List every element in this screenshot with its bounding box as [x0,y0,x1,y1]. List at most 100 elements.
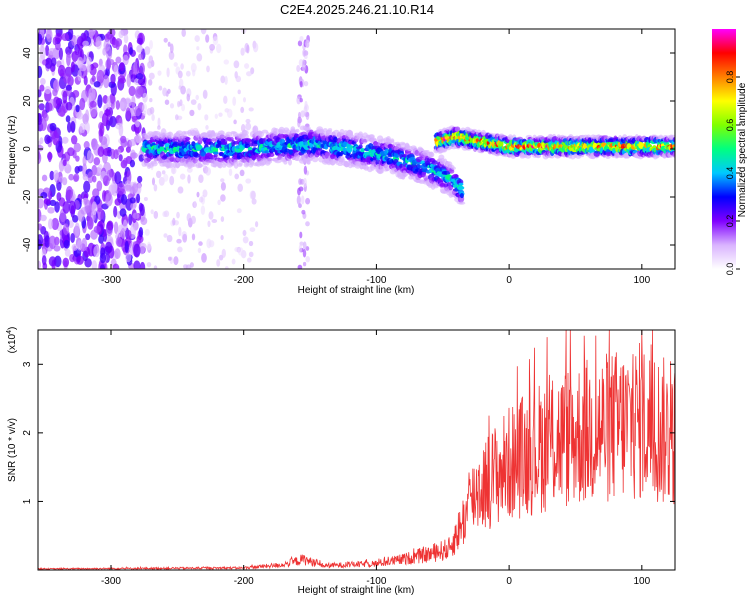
spectrogram-cell [99,264,106,269]
spectrogram-cell [54,201,60,213]
spectrogram-cell [173,62,178,67]
spectrogram-cell [242,97,247,103]
spectrogram-cell [144,46,151,55]
spectrogram-cell [305,42,310,48]
spectrogram-cell [67,29,74,40]
spectrogram-cell [197,247,202,254]
spectrogram-cell [115,237,123,247]
spectrogram-cell [245,122,252,131]
spectrogram-cell [267,157,273,162]
spectrogram-cell [166,234,173,243]
spectrogram-cell [68,200,76,215]
spectrogram-cell [119,208,127,217]
spectrogram-cell [120,227,126,239]
spectrogram-cell [305,256,311,263]
spectrogram-cell [214,113,218,119]
spectrogram-cell [300,195,305,205]
spectrogram-cell [53,169,59,182]
spectrogram-cell [62,90,68,104]
spectrogram-cell [138,226,144,238]
snr-y-ticks: 1 2 3 [22,361,675,504]
spectrogram-cell [301,59,306,68]
spectrogram-cell [38,112,43,126]
spectrogram-cell [299,231,303,239]
spectrogram-cell [497,152,502,156]
spectrogram-cell [141,103,148,113]
spectrogram-cell [153,210,159,219]
spectrogram-cell [147,241,151,251]
spectrogram-cell [71,50,79,62]
spectrogram-cell [135,73,144,80]
spectrogram-cell [70,232,75,244]
spectrogram-cell [38,234,44,247]
spectrogram-cell [40,214,47,222]
spectrogram-cell [93,225,101,234]
spectrogram-cell [498,140,504,148]
spectrogram-cell [136,183,142,195]
spectrogram-cell [44,235,51,248]
spectrogram-cell [297,40,303,47]
spectrogram-cell [81,237,88,252]
spectrogram-cell [304,104,309,112]
spectrogram-cell [209,43,216,51]
spectrogram-cell [125,107,131,120]
spectrogram-cell [249,227,256,232]
spectrogram-cell [130,152,138,159]
spectrogram-cell [120,138,128,148]
spectrogram-cell [65,46,72,55]
snr-panel: -300 -200 -100 0 100 1 2 3 Height of straight … [6,327,676,596]
spectrogram-cell [88,87,96,101]
spectrogram-cell [158,85,163,91]
spectrogram-cell [56,192,62,202]
spectrogram-cell [167,88,171,94]
spectrogram-cell [296,64,301,73]
spectrogram-cell [47,218,54,230]
spectrogram-cell [237,247,244,256]
spectrogram-cell [161,170,166,175]
spectrogram-cell [439,182,446,187]
spectrogram-cell [98,234,105,244]
spectrogram-cell [77,69,82,82]
spectrogram-cell [296,195,301,205]
spectrogram-cell [113,64,119,77]
spectrogram-cell [297,116,302,124]
spectrogram-cell [248,240,254,247]
spectrogram-cell [118,101,125,110]
spectrogram-cell [128,213,133,226]
spectrogram-cell [164,99,170,105]
y-tick-label: 0 [22,146,33,152]
spectrogram-cell [196,46,200,51]
spectrogram-cell [246,44,250,54]
spectrogram-cell [38,223,43,231]
spectrogram-cell [180,85,186,95]
spectrogram-cell [177,186,184,194]
spectrogram-cell [87,171,94,184]
spectrogram-cell [52,96,61,109]
x-tick-label: 0 [506,576,512,587]
spectrogram-cell [237,89,241,95]
spectrogram-cell [73,142,81,153]
spectrogram-cell [137,86,145,96]
spectrogram-cell [74,165,80,174]
spectrogram-cell [140,216,148,226]
spectrogram-cell [138,53,144,61]
spectrogram-cell [242,236,249,244]
spectrogram-cell [150,209,154,215]
spectrogram-cell [149,106,155,115]
spectrogram-cell [327,128,333,132]
spectrogram-cell [118,154,123,162]
x-tick-label: -300 [101,275,121,286]
spectrogram-cell [48,256,57,267]
spectrogram-cell [153,184,158,192]
spectrogram-cell [122,54,129,66]
spectrogram-cell [449,168,455,174]
spectrogram-cell [236,208,242,214]
colorbar-tick-label: 0.8 [725,71,735,84]
spectrogram-cell [49,122,57,132]
spectrogram-cell [54,255,62,268]
spectrogram-cell [177,70,183,79]
spectrogram-cell [133,61,138,75]
spectrogram-cell [57,107,66,117]
spectrogram-cell [52,80,59,91]
spectrogram-cell [297,187,301,196]
